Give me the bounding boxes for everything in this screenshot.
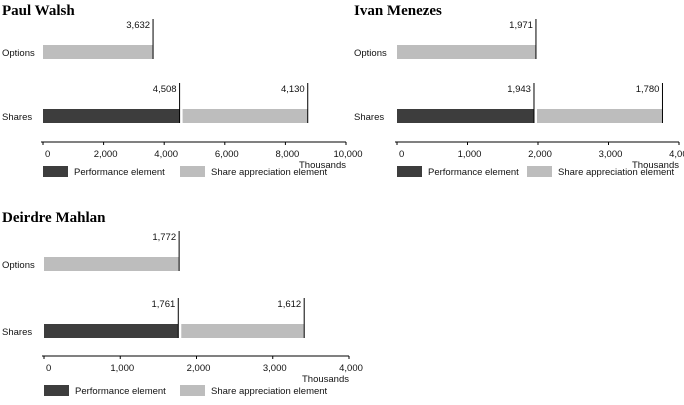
legend-label-share-appreciation: Share appreciation element [211, 386, 328, 397]
legend-swatch-performance [43, 166, 68, 177]
legend-label-share-appreciation: Share appreciation element [211, 167, 328, 178]
category-label-shares: Shares [2, 327, 32, 338]
legend-swatch-share-appreciation [527, 166, 552, 177]
x-tick-label: 4,000 [669, 149, 684, 160]
data-label: 1,780 [636, 84, 660, 95]
bar-shares-share-appreciation [181, 324, 305, 338]
x-tick-label: 0 [45, 149, 50, 160]
data-label: 3,632 [126, 20, 150, 31]
x-tick-label: 2,000 [528, 149, 552, 160]
data-label: 4,508 [153, 84, 177, 95]
x-tick-label: 10,000 [333, 149, 362, 160]
bar-shares-performance [43, 109, 180, 123]
legend-swatch-performance [44, 385, 69, 396]
chart-title: Deirdre Mahlan [2, 210, 106, 226]
legend-swatch-share-appreciation [180, 385, 205, 396]
x-axis-label: Thousands [632, 160, 679, 171]
legend-label-performance: Performance element [74, 167, 165, 178]
data-label: 1,943 [507, 84, 531, 95]
data-label: 1,761 [151, 299, 175, 310]
data-label: 4,130 [281, 84, 305, 95]
chart-title: Ivan Menezes [354, 3, 442, 19]
category-label-options: Options [354, 48, 387, 59]
x-tick-label: 2,000 [94, 149, 118, 160]
x-tick-label: 0 [399, 149, 404, 160]
bar-shares-share-appreciation [182, 109, 308, 123]
data-label: 1,612 [277, 299, 301, 310]
x-tick-label: 3,000 [263, 363, 287, 374]
x-tick-label: 4,000 [154, 149, 178, 160]
bar-shares-share-appreciation [536, 109, 663, 123]
chart-panel: Paul Walsh Options Shares 3,632 4,508 4,130 0 2… [2, 3, 363, 178]
category-label-options: Options [2, 48, 35, 59]
bar-shares-performance [397, 109, 534, 123]
x-axis-label: Thousands [302, 374, 349, 385]
x-tick-label: 1,000 [458, 149, 482, 160]
x-tick-label: 1,000 [110, 363, 134, 374]
chart-panel: Ivan Menezes Options Shares 1,971 1,943 1,780… [354, 3, 684, 178]
bar-options-share-appreciation [397, 45, 536, 59]
legend-label-performance: Performance element [75, 386, 166, 397]
x-axis-label: Thousands [299, 160, 346, 171]
bar-options-share-appreciation [44, 257, 180, 271]
x-tick-label: 3,000 [599, 149, 623, 160]
bar-shares-performance [44, 324, 179, 338]
legend-label-performance: Performance element [428, 167, 519, 178]
category-label-shares: Shares [354, 112, 384, 123]
legend-swatch-performance [397, 166, 422, 177]
category-label-options: Options [2, 260, 35, 271]
chart-title: Paul Walsh [2, 3, 75, 19]
legend-swatch-share-appreciation [180, 166, 205, 177]
x-tick-label: 4,000 [339, 363, 363, 374]
data-label: 1,971 [509, 20, 533, 31]
x-tick-label: 2,000 [187, 363, 211, 374]
category-label-shares: Shares [2, 112, 32, 123]
data-label: 1,772 [152, 232, 176, 243]
x-tick-label: 6,000 [215, 149, 239, 160]
legend-label-share-appreciation: Share appreciation element [558, 167, 675, 178]
bar-options-share-appreciation [43, 45, 154, 59]
x-tick-label: 0 [46, 363, 51, 374]
x-tick-label: 8,000 [276, 149, 300, 160]
chart-panel: Deirdre Mahlan Options Shares 1,772 1,761 1,6… [2, 210, 363, 397]
